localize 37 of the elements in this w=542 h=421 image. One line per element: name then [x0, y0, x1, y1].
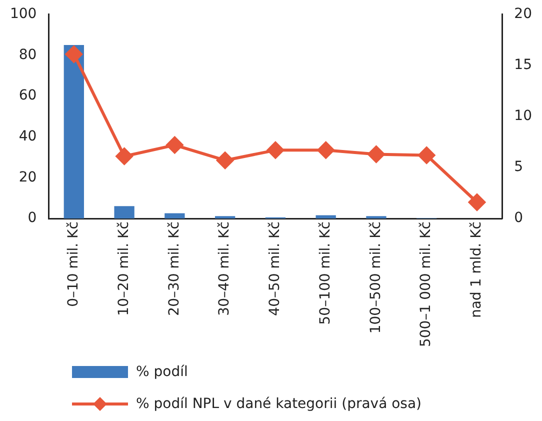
bar [114, 206, 134, 219]
point [65, 46, 82, 63]
point [166, 136, 184, 154]
y2-tick-label: 15 [514, 57, 532, 74]
point [418, 146, 436, 164]
x-tick-label: 0–10 mil. Kč [66, 222, 82, 307]
bar [316, 215, 336, 219]
legend-label: % podíl NPL v dané kategorii (pravá osa) [136, 396, 422, 412]
legend-label: % podíl [136, 364, 188, 380]
y2-tick-label: 20 [514, 6, 532, 22]
point [266, 142, 284, 159]
y-tick-label: 80 [18, 46, 37, 63]
point [216, 152, 234, 169]
x-tick-label: 100–500 mil. Kč [368, 222, 384, 334]
bar [64, 45, 84, 219]
x-tick-label: 500–1 000 mil. Kč [418, 222, 434, 348]
x-tick-label: 40–50 mil. Kč [267, 222, 284, 316]
point [368, 146, 385, 163]
y2-tick-label: 10 [514, 108, 532, 124]
point [116, 148, 133, 165]
x-tick-label: 50–100 mil. Kč [317, 222, 334, 325]
y-tick-label: 40 [18, 128, 37, 145]
y-tick-label: 100 [10, 6, 37, 22]
y-tick-label: 0 [28, 210, 37, 226]
x-tick-label: 10–20 mil. Kč [116, 222, 132, 316]
y2-tick-label: 0 [514, 210, 524, 226]
y2-tick-label: 5 [514, 159, 524, 176]
bar [164, 213, 185, 219]
bar [366, 216, 386, 219]
y-tick-label: 20 [18, 169, 37, 186]
point [468, 194, 486, 211]
y-tick-label: 60 [18, 88, 37, 104]
x-tick-label: 20–30 mil. Kč [166, 222, 182, 316]
x-tick-label: 30–40 mil. Kč [216, 222, 233, 316]
bar [214, 216, 236, 219]
point [317, 142, 334, 159]
x-tick-label: nad 1 mld. Kč [468, 222, 485, 318]
